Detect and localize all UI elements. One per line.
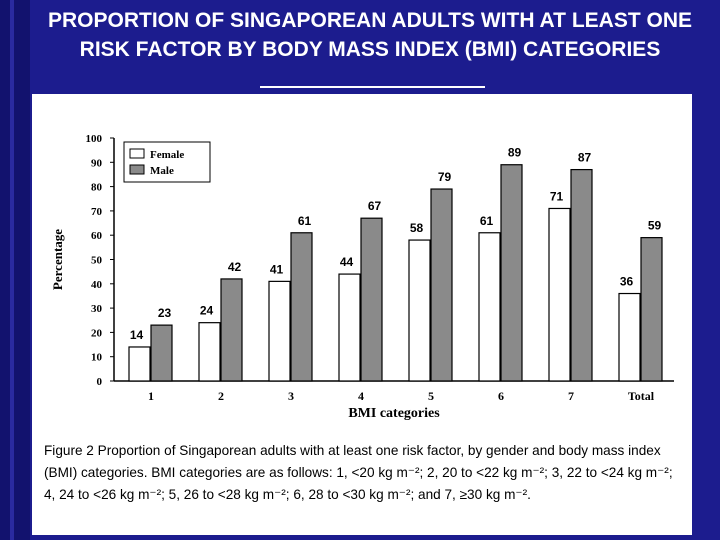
bar-male-2 — [220, 278, 243, 382]
bar-female-4 — [338, 273, 361, 382]
y-tick-label: 80 — [91, 182, 103, 194]
data-label: 59 — [648, 219, 662, 233]
data-label: 61 — [480, 214, 494, 228]
title-underline — [260, 86, 485, 88]
bar-male-3 — [290, 232, 313, 382]
data-label: 44 — [340, 255, 354, 269]
figure-panel: 0 10 20 30 40 50 60 70 80 90 100 Percentage BMI cate… — [32, 94, 692, 535]
y-tick-label: 60 — [91, 230, 103, 242]
bar-male-6 — [500, 164, 523, 382]
data-label: 14 — [130, 328, 144, 342]
x-tick-label: 2 — [218, 389, 224, 403]
data-label: 87 — [578, 151, 592, 165]
bar-female-7 — [548, 207, 571, 382]
y-tick-label: 30 — [91, 303, 103, 315]
bar-female-3 — [268, 280, 291, 382]
data-label: 42 — [228, 260, 242, 274]
data-label: 41 — [270, 262, 284, 276]
legend-label: Male — [150, 165, 174, 177]
bar-male-1 — [150, 324, 173, 382]
bar-male-5 — [430, 188, 453, 382]
data-label: 67 — [368, 199, 382, 213]
slide-left-bar — [0, 0, 30, 540]
y-tick-label: 70 — [91, 206, 103, 218]
slide-left-stripe — [10, 0, 14, 540]
y-axis-title: Percentage — [50, 229, 65, 290]
legend-label: Female — [150, 149, 184, 161]
y-tick-label: 50 — [91, 255, 103, 267]
x-tick-label: 6 — [498, 389, 504, 403]
legend-swatch — [129, 164, 145, 175]
y-tick-label: 40 — [91, 279, 103, 291]
bar-female-6 — [478, 232, 501, 382]
x-tick-label: 4 — [358, 389, 364, 403]
x-tick-label: 5 — [428, 389, 434, 403]
x-tick-label: 7 — [568, 389, 574, 403]
legend-swatch — [129, 148, 145, 159]
x-axis-title: BMI categories — [348, 406, 440, 421]
bar-female-5 — [408, 239, 431, 382]
slide-title: PROPORTION OF SINGAPOREAN ADULTS WITH AT… — [48, 9, 692, 61]
bar-male-4 — [360, 217, 383, 382]
data-label: 36 — [620, 275, 634, 289]
x-tick-label: 3 — [288, 389, 294, 403]
figure-caption: Figure 2 Proportion of Singaporean adult… — [44, 443, 673, 502]
x-tick-label: Total — [628, 389, 655, 403]
y-tick-label: 0 — [97, 376, 103, 388]
y-tick-label: 10 — [91, 352, 103, 364]
data-label: 71 — [550, 189, 564, 203]
bar-female-total — [618, 292, 641, 382]
y-tick-label: 90 — [91, 157, 103, 169]
data-label: 23 — [158, 306, 172, 320]
data-label: 24 — [200, 304, 214, 318]
data-label: 61 — [298, 214, 312, 228]
x-tick-label: 1 — [148, 389, 154, 403]
data-label: 89 — [508, 146, 522, 160]
bar-male-7 — [570, 168, 593, 382]
y-tick-label: 20 — [91, 327, 103, 339]
bar-female-2 — [198, 322, 221, 382]
bar-female-1 — [128, 346, 151, 382]
data-label: 79 — [438, 170, 452, 184]
y-tick-label: 100 — [86, 133, 103, 145]
data-label: 58 — [410, 221, 424, 235]
bar-chart: 0 10 20 30 40 50 60 70 80 90 100 Percentage BMI cate… — [50, 133, 674, 421]
bar-male-total — [640, 237, 663, 382]
